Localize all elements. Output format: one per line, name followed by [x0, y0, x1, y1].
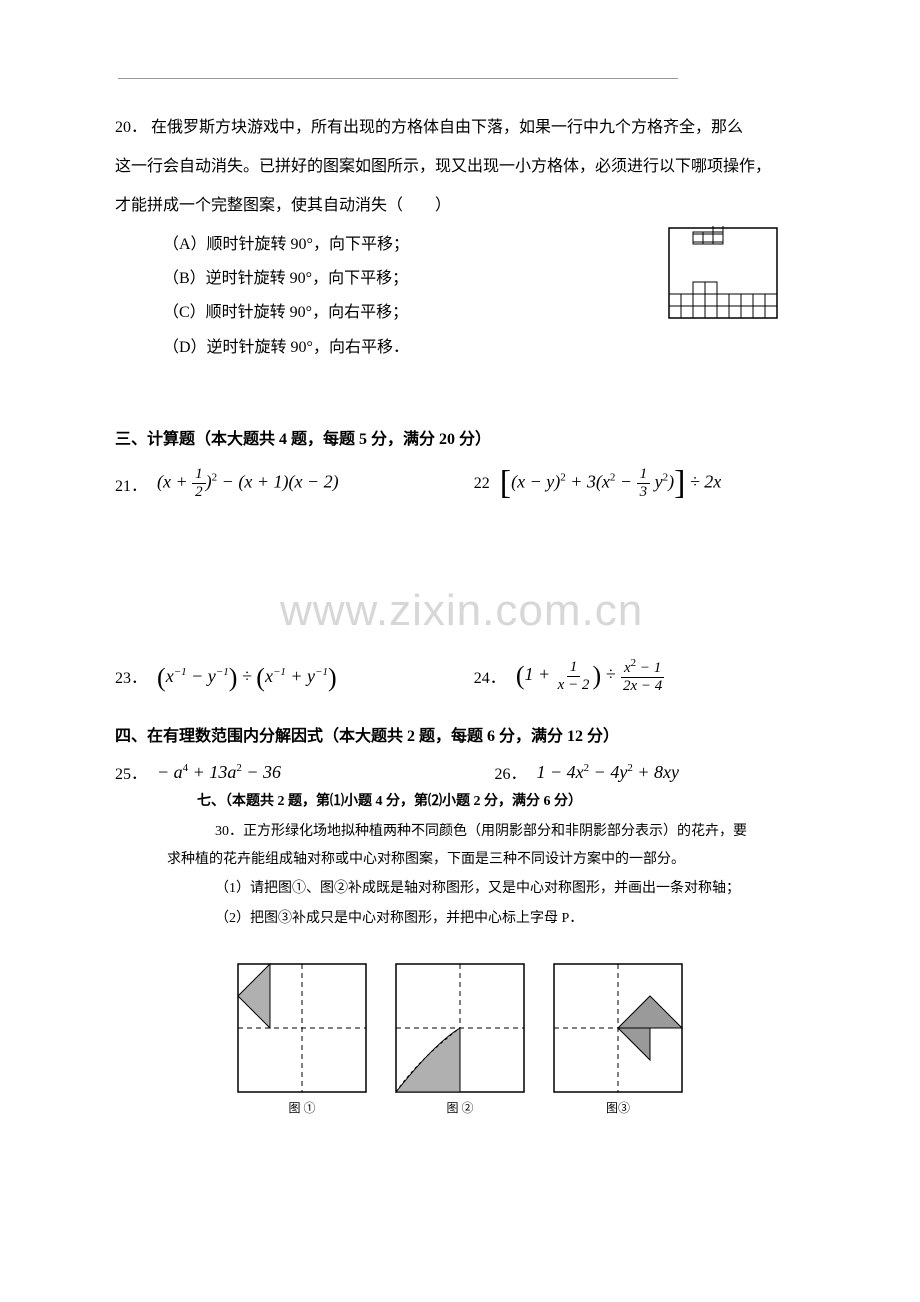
- q25: 25． − a4 + 13a2 − 36: [115, 760, 495, 784]
- q23-expr: (x−1 − y−1) ÷ (x−1 + y−1): [157, 666, 337, 687]
- q20-options: （A）顺时针旋转 90°，向下平移； （B）逆时针旋转 90°，向下平移； （C…: [115, 228, 805, 366]
- q21: 21． (x + 12)2 − (x + 1)(x − 2): [115, 467, 474, 500]
- fig2-svg: [395, 963, 525, 1093]
- q30-line2: 求种植的花卉能组成轴对称或中心对称图案，下面是三种不同设计方案中的一部分。: [115, 846, 805, 874]
- q24: 24． (1 + 1x − 2) ÷ x2 − 12x − 4: [474, 658, 805, 694]
- header-line: [118, 78, 678, 79]
- fig2-label: 图 ②: [446, 1099, 473, 1116]
- q26: 26． 1 − 4x2 − 4y2 + 8xy: [495, 760, 806, 784]
- q23-num: 23．: [115, 664, 147, 688]
- q20-line3: 才能拼成一个完整图案，使其自动消失（ ）: [115, 188, 805, 223]
- q26-expr: 1 − 4x2 − 4y2 + 8xy: [537, 762, 679, 783]
- q25-expr: − a4 + 13a2 − 36: [157, 762, 281, 783]
- q21-expr: (x + 12)2 − (x + 1)(x − 2): [157, 467, 339, 500]
- q23: 23． (x−1 − y−1) ÷ (x−1 + y−1): [115, 658, 474, 694]
- q22-num: 22: [474, 475, 490, 493]
- q30-sub1: （1）请把图①、图②补成既是轴对称图形，又是中心对称图形，并画出一条对称轴；: [115, 874, 805, 903]
- q30-line1: 30．正方形绿化场地拟种植两种不同颜色（用阴影部分和非阴影部分表示）的花卉，要: [115, 818, 805, 846]
- q30-block: 30．正方形绿化场地拟种植两种不同颜色（用阴影部分和非阴影部分表示）的花卉，要 …: [115, 818, 805, 933]
- fig1-wrap: 图 ①: [237, 963, 367, 1116]
- section3-title: 三、计算题（本大题共 4 题，每题 5 分，满分 20 分）: [115, 425, 805, 449]
- section7-title: 七、（本题共 2 题，第⑴小题 4 分，第⑵小题 2 分，满分 6 分）: [115, 790, 805, 810]
- watermark: www.zixin.com.cn: [280, 586, 643, 636]
- q20-number: 20．: [115, 119, 147, 136]
- fig1-svg: [237, 963, 367, 1093]
- q24-num: 24．: [474, 664, 506, 688]
- q21-num: 21．: [115, 472, 147, 496]
- fig3-wrap: 图③: [553, 963, 683, 1116]
- q20-line2: 这一行会自动消失。已拼好的图案如图所示，现又出现一小方格体，必须进行以下哪项操作…: [115, 149, 805, 184]
- fig2-wrap: 图 ②: [395, 963, 525, 1116]
- fig3-svg: [553, 963, 683, 1093]
- q30-sub2: （2）把图③补成只是中心对称图形，并把中心标上字母 P．: [115, 904, 805, 933]
- q24-expr: (1 + 1x − 2) ÷ x2 − 12x − 4: [516, 658, 665, 694]
- q20-optD: （D）逆时针旋转 90°，向右平移．: [115, 331, 805, 365]
- q20-block: 20． 在俄罗斯方块游戏中，所有出现的方格体自由下落，如果一行中九个方格齐全，那…: [115, 110, 805, 365]
- q30-text1: 30．正方形绿化场地拟种植两种不同颜色（用阴影部分和非阴影部分表示）的花卉，要: [167, 824, 747, 839]
- q22: 22 [(x − y)2 + 3(x2 − 13 y2)] ÷ 2x: [474, 467, 805, 500]
- q20-text1: 在俄罗斯方块游戏中，所有出现的方格体自由下落，如果一行中九个方格齐全，那么: [151, 119, 743, 136]
- figures-row: 图 ① 图 ② 图③: [115, 963, 805, 1116]
- calc-row-2: 23． (x−1 − y−1) ÷ (x−1 + y−1) 24． (1 + 1…: [115, 658, 805, 694]
- factor-row: 25． − a4 + 13a2 − 36 26． 1 − 4x2 − 4y2 +…: [115, 760, 805, 784]
- q25-num: 25．: [115, 760, 147, 784]
- fig1-label: 图 ①: [288, 1099, 315, 1116]
- q22-expr: [(x − y)2 + 3(x2 − 13 y2)] ÷ 2x: [500, 467, 722, 500]
- section4-title: 四、在有理数范围内分解因式（本大题共 2 题，每题 6 分，满分 12 分）: [115, 722, 805, 746]
- calc-row-1: 21． (x + 12)2 − (x + 1)(x − 2) 22 [(x − …: [115, 467, 805, 500]
- q20-line1: 20． 在俄罗斯方块游戏中，所有出现的方格体自由下落，如果一行中九个方格齐全，那…: [115, 110, 805, 145]
- q26-num: 26．: [495, 760, 527, 784]
- tetris-figure: [663, 226, 783, 320]
- fig3-label: 图③: [606, 1099, 630, 1116]
